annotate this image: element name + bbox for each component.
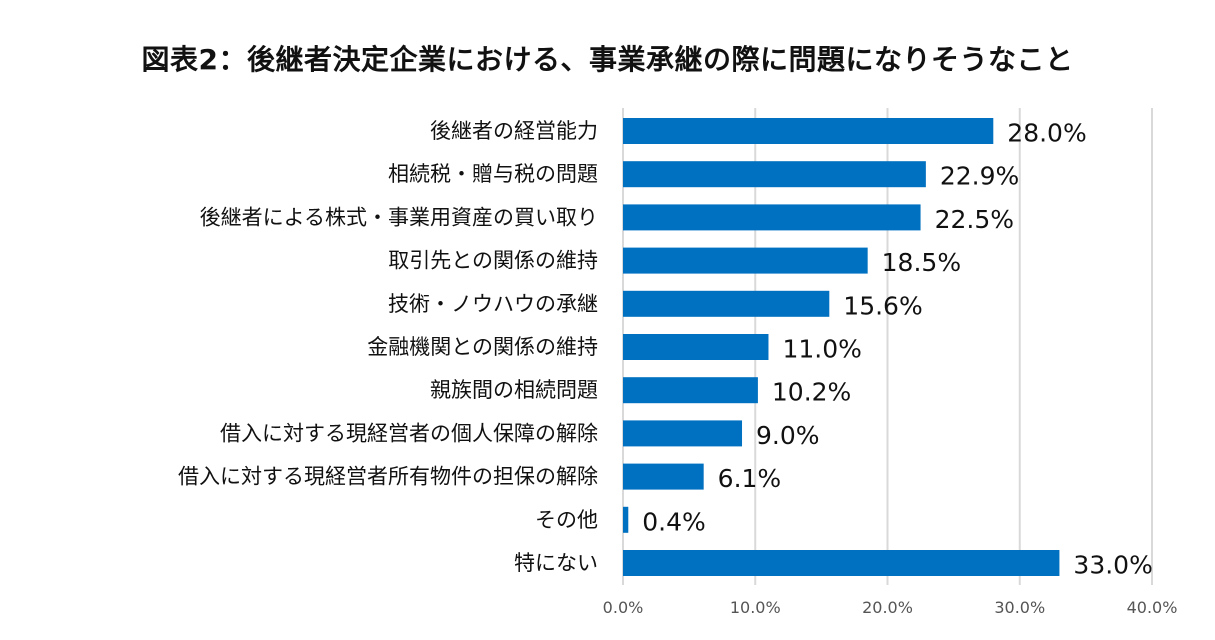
x-tick-label: 20.0% [862, 598, 913, 617]
category-label: 相続税・贈与税の問題 [388, 162, 598, 186]
data-labels: 28.0% 22.9% 22.5% 18.5% 15.6% 11.0% 10.2% 9.0% 6… [642, 119, 1153, 580]
category-label: 借入に対する現経営者の個人保障の解除 [220, 421, 598, 445]
category-label: 特にない [514, 551, 598, 575]
bar [623, 463, 704, 490]
x-tick-label: 30.0% [994, 598, 1045, 617]
x-tick-label: 40.0% [1127, 598, 1178, 617]
data-label: 18.5% [882, 248, 961, 277]
x-tick-labels: 0.0% 10.0% 20.0% 30.0% 40.0% [603, 598, 1178, 617]
category-label: 技術・ノウハウの承継 [388, 292, 598, 316]
data-label: 11.0% [782, 335, 861, 364]
data-label: 10.2% [772, 378, 851, 407]
category-label: 後継者による株式・事業用資産の買い取り [200, 205, 598, 229]
category-label: その他 [535, 508, 598, 532]
data-label: 22.9% [940, 162, 1019, 191]
data-label: 33.0% [1073, 551, 1152, 580]
category-labels: 後継者の経営能力相続税・贈与税の問題後継者による株式・事業用資産の買い取り取引先… [178, 119, 598, 575]
chart-title: 図表2：後継者決定企業における、事業承継の際に問題になりそうなこと [141, 43, 1074, 76]
bar [623, 161, 926, 188]
bar [623, 420, 743, 447]
x-tick-label: 0.0% [603, 598, 644, 617]
data-label: 22.5% [935, 205, 1014, 234]
x-tick-label: 10.0% [730, 598, 781, 617]
bar [623, 290, 830, 317]
bar [623, 334, 769, 360]
category-label: 親族間の相続問題 [430, 378, 598, 402]
category-label: 借入に対する現経営者所有物件の担保の解除 [178, 465, 598, 489]
bar [623, 506, 629, 533]
data-label: 28.0% [1007, 119, 1086, 148]
bar [623, 247, 868, 274]
data-label: 9.0% [756, 421, 820, 450]
bar [623, 550, 1060, 576]
data-label: 15.6% [843, 291, 922, 320]
category-label: 後継者の経営能力 [430, 119, 598, 143]
bars [623, 118, 1060, 576]
bar [623, 204, 921, 231]
data-label: 0.4% [642, 507, 706, 536]
bar [623, 377, 758, 404]
category-label: 取引先との関係の維持 [388, 249, 598, 273]
category-label: 金融機関との関係の維持 [367, 335, 598, 359]
bar [623, 118, 994, 144]
data-label: 6.1% [718, 464, 782, 493]
